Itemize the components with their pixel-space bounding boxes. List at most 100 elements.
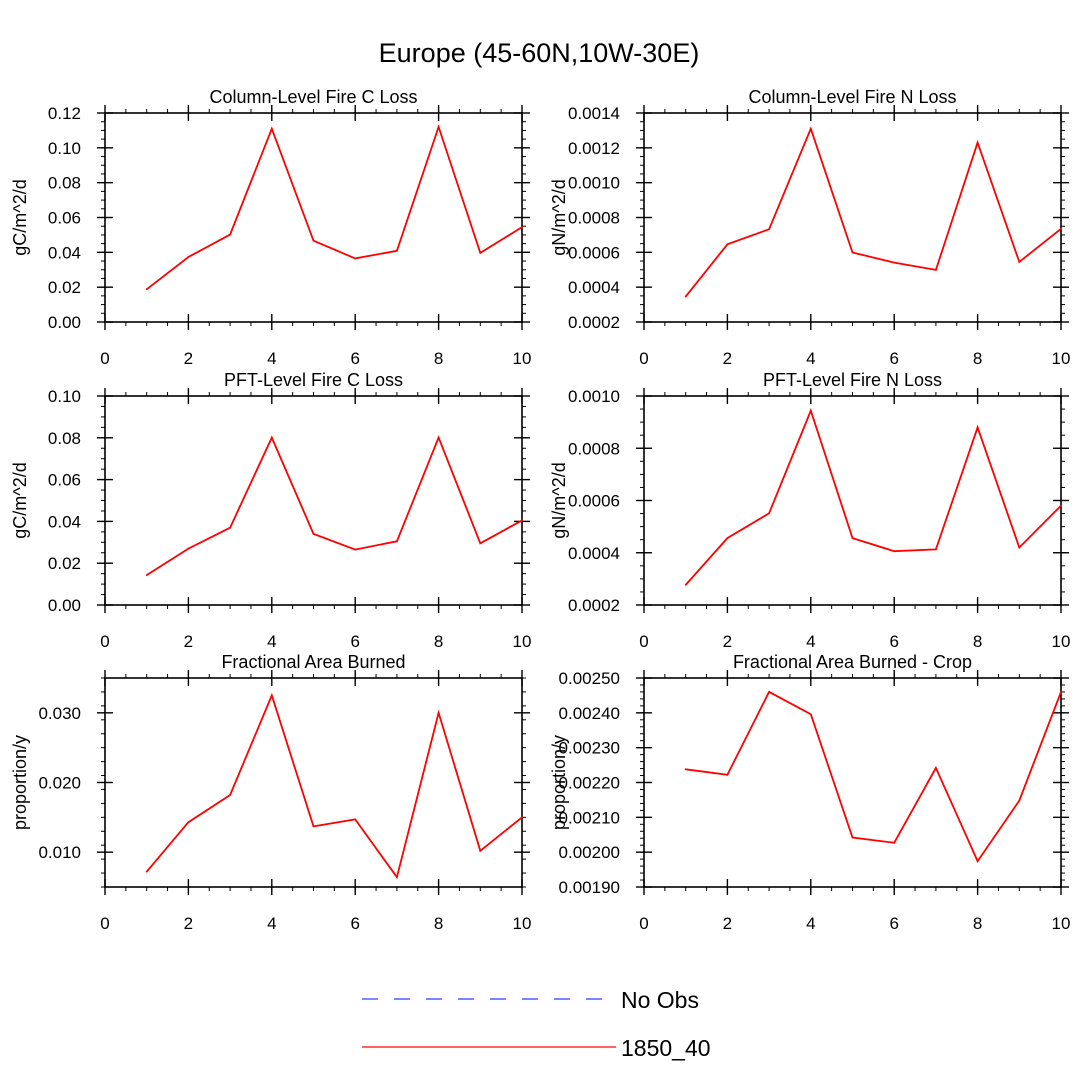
panel-1-ytick-label: 0.08	[48, 174, 81, 193]
panel-3-title: PFT-Level Fire C Loss	[224, 370, 403, 390]
panel-2-ytick-label: 0.0014	[568, 104, 620, 123]
panel-2-ytick-label: 0.0010	[568, 174, 620, 193]
panel-6-ytick-label: 0.00240	[559, 704, 620, 723]
panel-3-xtick-label: 4	[267, 632, 276, 651]
panel-2-ytick-label: 0.0012	[568, 139, 620, 158]
panel-4-point	[768, 512, 770, 515]
panel-4-ytick-label: 0.0004	[568, 544, 620, 563]
panel-1-ytick-label: 0.04	[48, 243, 81, 262]
panel-5-point	[270, 694, 273, 697]
figure-title: Europe (45-60N,10W-30E)	[379, 38, 700, 68]
panel-4: 0 2 4 6 8 10 0.0002 0.0004 0.0006 0.0008 0.0010 PFT…	[549, 370, 1070, 651]
panel-4-point	[893, 550, 896, 553]
panel-3-point	[521, 519, 523, 522]
panel-5-point	[354, 818, 357, 821]
panel-6-frame	[643, 677, 1062, 888]
panel-2-ytick-label: 0.0006	[568, 243, 620, 262]
panel-1-xtick-label: 6	[350, 349, 359, 368]
panel-5-point	[229, 794, 232, 796]
panel-6-ytick-label: 0.00220	[559, 774, 620, 793]
panel-6-ytick-label: 0.00210	[559, 808, 620, 827]
panel-1-point	[479, 251, 482, 254]
panel-5-point	[437, 711, 440, 714]
panel-1-series-1850-40	[146, 124, 523, 291]
panel-4-xtick-label: 0	[639, 632, 648, 651]
panel-1-ytick-label: 0.06	[48, 209, 81, 228]
panel-6-ytick-label: 0.00230	[559, 739, 620, 758]
legend: No Obs 1850_40	[362, 987, 711, 1061]
panel-3-point	[229, 526, 232, 529]
panel-6-xtick-label: 0	[639, 914, 648, 933]
panel-2-point	[1018, 261, 1021, 263]
panel-1-point	[396, 249, 398, 252]
panel-4-point	[726, 537, 729, 540]
panel-1-point	[354, 257, 357, 260]
panel-2-xtick-label: 6	[889, 349, 898, 368]
panel-5-point	[521, 816, 523, 819]
panel-5: 0 2 4 6 8 10 0.010 0.020 0.030 Fractional Area Bu…	[10, 652, 531, 933]
panel-2-point	[684, 295, 687, 298]
panel-5-xtick-label: 4	[267, 914, 276, 933]
panel-1-xtick-label: 10	[513, 349, 532, 368]
panel-5-xtick-label: 8	[434, 914, 443, 933]
panel-3: 0 2 4 6 8 10 0.00 0.02 0.04 0.06 0.08 0.10 PFT-Level…	[10, 370, 531, 651]
panel-6-title: Fractional Area Burned - Crop	[733, 652, 972, 672]
panel-1-point	[270, 127, 273, 130]
panel-2-point	[851, 251, 854, 254]
panel-2-title: Column-Level Fire N Loss	[748, 87, 956, 107]
panel-4-point	[1018, 546, 1021, 549]
panel-1-xtick-label: 2	[184, 349, 193, 368]
panel-5-point	[479, 849, 482, 852]
panel-2-xtick-label: 2	[723, 349, 732, 368]
panel-6-point	[893, 841, 896, 844]
panel-1-xtick-label: 8	[434, 349, 443, 368]
panel-5-point	[396, 876, 398, 879]
panel-3-point	[479, 542, 482, 545]
panel-5-ytick-label: 0.020	[38, 774, 81, 793]
panel-4-ytick-label: 0.0010	[568, 387, 620, 406]
panel-4-ytick-label: 0.0002	[568, 596, 620, 615]
panel-1-frame	[104, 112, 523, 323]
panel-3-xtick-label: 8	[434, 632, 443, 651]
panel-2-point	[976, 141, 979, 144]
panel-4-point	[809, 409, 812, 412]
panel-6-ytick-label: 0.00200	[559, 843, 620, 862]
panel-5-title: Fractional Area Burned	[221, 652, 405, 672]
panel-6-point	[976, 860, 979, 863]
panel-3-ytick-label: 0.00	[48, 596, 81, 615]
panel-4-point	[851, 537, 854, 540]
panel-5-xtick-label: 0	[100, 914, 109, 933]
panel-2-point	[809, 127, 812, 130]
panel-1-ytick-label: 0.12	[48, 104, 81, 123]
panel-3-point	[354, 548, 357, 551]
panel-4-ylabel: gN/m^2/d	[549, 462, 569, 538]
panel-2-point	[726, 243, 729, 246]
panels: 0 2 4 6 8 10 0.00 0.02 0.04 0.06 0.08 0.10 0.12 Colum…	[10, 87, 1070, 933]
panel-1: 0 2 4 6 8 10 0.00 0.02 0.04 0.06 0.08 0.10 0.12 Colum…	[10, 87, 531, 368]
panel-2-ylabel: gN/m^2/d	[549, 179, 569, 255]
panel-3-ytick-label: 0.10	[48, 387, 81, 406]
panel-2-point	[893, 261, 896, 264]
panel-3-ytick-label: 0.04	[48, 512, 81, 531]
panel-5-xtick-label: 6	[350, 914, 359, 933]
panel-4-point	[1060, 504, 1062, 507]
panel-4-xtick-label: 8	[973, 632, 982, 651]
panel-6-xtick-label: 4	[806, 914, 815, 933]
panel-1-point	[437, 126, 440, 128]
panel-5-point	[312, 825, 315, 828]
panel-2-frame	[643, 112, 1062, 323]
panel-3-xtick-label: 2	[184, 632, 193, 651]
panel-3-xtick-label: 0	[100, 632, 109, 651]
panel-3-point	[270, 436, 273, 439]
panel-6-point	[851, 836, 854, 839]
panel-4-series-1850-40	[685, 407, 1062, 586]
panel-4-xtick-label: 6	[889, 632, 898, 651]
panel-5-ytick-label: 0.010	[38, 843, 81, 862]
panel-1-point	[312, 239, 315, 242]
panel-3-xtick-label: 6	[350, 632, 359, 651]
panel-1-ytick-label: 0.00	[48, 313, 81, 332]
panel-6-xtick-label: 10	[1052, 914, 1071, 933]
panel-4-ytick-label: 0.0008	[568, 439, 620, 458]
panel-2-point	[935, 269, 937, 271]
